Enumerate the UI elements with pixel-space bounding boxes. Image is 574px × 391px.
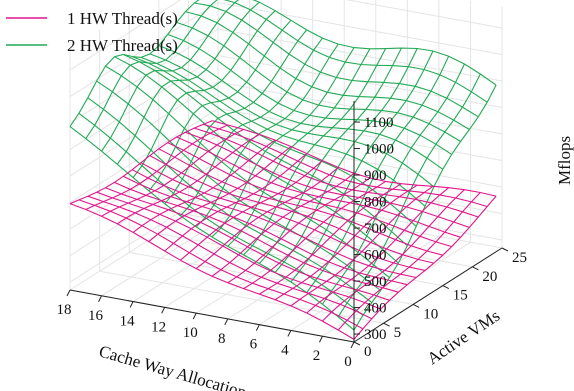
x-tick-mark [161, 307, 166, 314]
grid-line-y [187, 0, 473, 268]
x-tick-label: 4 [281, 342, 289, 358]
surface-col-line [101, 0, 240, 152]
x-tick-mark [224, 318, 229, 326]
x-tick-mark [255, 324, 260, 331]
surface-col-line [337, 192, 481, 331]
y-tick-mark [412, 303, 420, 308]
surfaces [69, 0, 497, 340]
surface-col-line [353, 195, 497, 340]
surface-col-line [69, 0, 200, 127]
legend-label-series-2: 2 HW Thread(s) [67, 36, 178, 55]
grid-line-y [99, 30, 384, 324]
surface-col-line [195, 43, 339, 228]
surface-col-line [258, 47, 402, 264]
legend-label-series-1: 1 HW Thread(s) [67, 9, 178, 28]
surface-col-line [85, 124, 229, 210]
x-tick-mark [318, 335, 323, 343]
surface-col-line [274, 184, 418, 301]
z-tick-label: 300 [364, 327, 387, 343]
x-tick-label: 2 [313, 348, 321, 364]
x-tick-mark [192, 312, 197, 320]
z-tick-label: 800 [364, 195, 387, 211]
surface-col-line [353, 84, 497, 331]
surface-col-line [148, 19, 292, 192]
x-tick-label: 14 [120, 314, 136, 330]
surface-col-line [321, 63, 465, 305]
z-tick-label: 1000 [364, 142, 394, 158]
surface-col-line [306, 187, 450, 314]
surface-col-line [180, 160, 323, 261]
x-tick-mark [66, 289, 71, 297]
y-tick-label: 5 [394, 325, 402, 341]
surface-col-line [211, 47, 355, 238]
surface-col-line [290, 50, 434, 283]
z-tick-label: 600 [364, 248, 387, 264]
y-tick-label: 10 [423, 306, 438, 322]
surface-col-line [116, 1, 260, 165]
surface-col-line [259, 183, 402, 295]
z-tick-label: 1100 [364, 115, 393, 131]
surface-col-line [116, 133, 260, 225]
x-tick-label: 6 [250, 337, 258, 353]
grid-line-y [217, 0, 503, 249]
surface-col-line [322, 189, 465, 322]
surface-col-line [164, 153, 308, 252]
z-tick-label: 400 [364, 301, 387, 317]
y-tick-label: 15 [453, 288, 468, 304]
x-tick-label: 18 [57, 302, 72, 318]
x-axis-line [69, 289, 355, 343]
axes: 0 2 4 6 8 10 12 14 16 18 0 5 10 15 20 25 300 400 500 600 700… [57, 100, 527, 370]
x-tick-label: 12 [151, 319, 166, 335]
z-tick-label: 500 [364, 274, 387, 290]
x-tick-label: 10 [183, 325, 198, 341]
y-tick-mark [383, 322, 390, 327]
surface-row-line [78, 199, 364, 330]
y-tick-mark [501, 247, 509, 252]
surface-col-line [69, 120, 213, 205]
x-tick-label: 8 [218, 331, 226, 347]
legend: 1 HW Thread(s) 2 HW Thread(s) [6, 9, 178, 55]
y-tick-mark [472, 266, 479, 271]
surface-col-line [227, 177, 371, 284]
y-tick-mark [442, 285, 450, 290]
z-tick-label: 700 [364, 221, 387, 237]
x-tick-mark [350, 341, 355, 349]
y-tick-mark [353, 341, 361, 346]
y-axis-line [353, 247, 503, 343]
x-axis-label: Cache Way Allocation [97, 342, 249, 391]
surface-col-line [101, 128, 244, 217]
surface-col-line [132, 10, 276, 178]
x-tick-label: 0 [344, 354, 352, 370]
surface-col-line [132, 139, 276, 233]
surface-col-line [243, 180, 386, 290]
y-tick-label: 20 [482, 269, 497, 285]
surface-col-line [290, 185, 434, 307]
surface-col-line [195, 166, 339, 270]
surface-col-line [211, 172, 355, 277]
x-tick-mark [129, 301, 134, 308]
surface-col-line [243, 48, 387, 256]
x-tick-label: 16 [88, 308, 104, 324]
grid-line-x [164, 0, 314, 308]
y-tick-label: 0 [364, 344, 372, 360]
x-tick-mark [98, 295, 103, 303]
surface-col-line [148, 146, 292, 243]
surface-col-line [179, 37, 323, 217]
surface-col-line [85, 0, 218, 139]
z-tick-label: 900 [364, 168, 387, 184]
y-tick-label: 25 [512, 250, 527, 266]
surface-row-line [69, 203, 355, 340]
x-tick-mark [287, 330, 292, 337]
z-axis-label: Mflops [555, 136, 574, 185]
surface-series-1 [69, 120, 497, 340]
surface-col-line [274, 48, 418, 273]
